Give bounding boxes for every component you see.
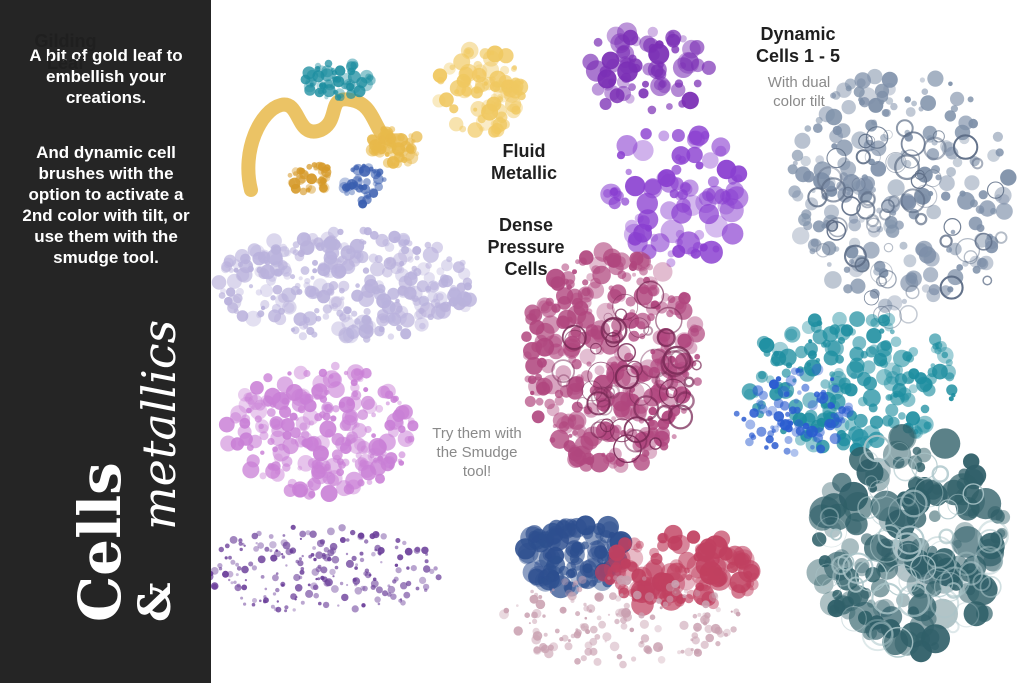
title-main: Cells	[66, 462, 134, 622]
violet-cells-top	[582, 22, 716, 115]
violet-cells-mid	[600, 125, 749, 268]
label-dynamic-cells: Dynamic Cells 1 - 5	[755, 24, 841, 66]
label-fluid-metallic: Fluid Metallic	[490, 141, 558, 183]
label-dense-pressure-cells: Dense Pressure Cells	[487, 215, 565, 279]
title-block: Cells & metallics	[20, 300, 210, 670]
label-gilding-leaf: Gilding Leaf	[34, 31, 97, 73]
title-ampersand: &	[130, 582, 181, 622]
intro-text-gold-leaf: A bit of gold leaf to embellish your cre…	[29, 46, 183, 107]
label-smudge-tool: Try them with the Smudge tool!	[432, 425, 522, 480]
purple-specks	[211, 524, 442, 613]
sidebar: A bit of gold leaf to embellish your cre…	[0, 0, 211, 683]
lavender-cells	[211, 226, 477, 344]
magenta-rings	[551, 280, 702, 464]
smudge-specks	[499, 575, 741, 669]
fluid-metallic	[432, 41, 529, 138]
teal-leaf	[300, 58, 376, 102]
brush-strokes-canvas	[211, 22, 1017, 669]
pink-cells	[218, 361, 419, 502]
blue-leaf	[338, 163, 387, 209]
gold-leaf-flakes	[365, 126, 423, 169]
dark-teal-rings	[815, 434, 1009, 658]
title-script: metallics	[132, 320, 186, 530]
gold-leaf-stroke	[241, 92, 408, 197]
steel-rings	[807, 119, 1008, 329]
brush-showcase	[211, 0, 1024, 683]
magenta-dense	[521, 242, 705, 473]
label-dual-color-tilt: With dual color tilt	[767, 74, 831, 110]
gold-leaf-small	[287, 161, 332, 196]
intro-text-dynamic-cells: And dynamic cell brushes with the option…	[22, 143, 190, 267]
blue-specks	[733, 363, 854, 457]
